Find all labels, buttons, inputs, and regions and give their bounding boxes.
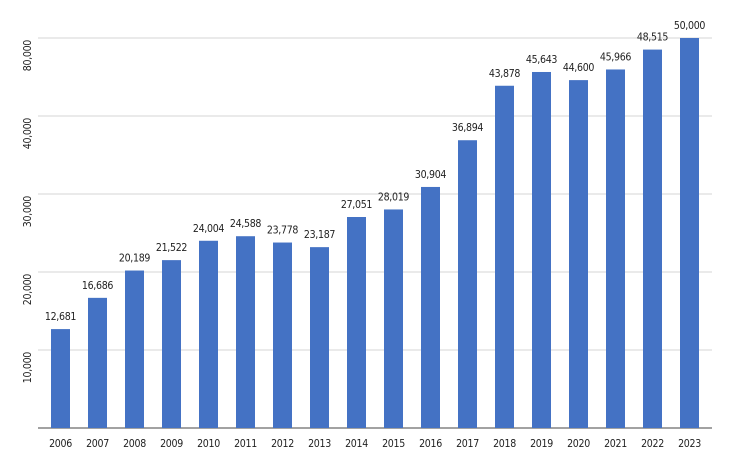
bar	[643, 49, 662, 428]
data-label: 23,187	[304, 229, 336, 241]
bar	[125, 270, 144, 428]
data-label: 16,686	[82, 280, 114, 292]
x-tick-label: 2018	[493, 438, 516, 450]
x-tick-label: 2013	[308, 438, 331, 450]
x-tick-label: 2008	[123, 438, 146, 450]
bar	[606, 69, 625, 428]
bar	[569, 80, 588, 429]
x-tick-label: 2022	[641, 438, 664, 450]
x-tick-label: 2011	[234, 438, 257, 450]
data-label: 21,522	[156, 242, 188, 254]
bar	[51, 329, 70, 428]
x-tick-label: 2006	[49, 438, 72, 450]
y-tick-label: 80,000	[22, 40, 34, 72]
bar	[236, 236, 255, 428]
x-tick-label: 2016	[419, 438, 442, 450]
bar	[310, 247, 329, 428]
bar	[199, 240, 218, 428]
data-label: 27,051	[341, 199, 373, 211]
data-label: 45,966	[600, 51, 632, 63]
bar	[347, 217, 366, 428]
data-label: 50,000	[674, 20, 706, 32]
y-tick-label: 40,000	[22, 118, 34, 150]
bar	[458, 140, 477, 428]
x-tick-label: 2017	[456, 438, 479, 450]
y-tick-label: 30,000	[22, 196, 34, 228]
y-tick-label: 10,000	[22, 352, 34, 384]
x-tick-label: 2020	[567, 438, 590, 450]
bar	[421, 186, 440, 428]
x-tick-label: 2023	[678, 438, 701, 450]
data-label: 24,004	[193, 223, 225, 235]
bar	[162, 260, 181, 428]
x-tick-label: 2009	[160, 438, 183, 450]
data-label: 23,778	[267, 225, 299, 237]
bar	[532, 71, 551, 429]
x-tick-label: 2010	[197, 438, 220, 450]
data-label: 12,681	[45, 311, 77, 323]
x-tick-label: 2019	[530, 438, 553, 450]
data-label: 43,878	[489, 68, 521, 80]
y-tick-label: 20,000	[22, 274, 34, 306]
data-label: 24,588	[230, 218, 262, 230]
data-label: 28,019	[378, 191, 410, 203]
x-tick-label: 2007	[86, 438, 109, 450]
x-tick-label: 2012	[271, 438, 294, 450]
data-label: 20,189	[119, 253, 151, 265]
bar	[273, 242, 292, 428]
data-label: 36,894	[452, 122, 484, 134]
x-tick-label: 2021	[604, 438, 627, 450]
bar	[495, 85, 514, 429]
data-label: 48,515	[637, 32, 669, 44]
x-tick-label: 2015	[382, 438, 405, 450]
bar	[384, 209, 403, 428]
data-label: 30,904	[415, 169, 447, 181]
x-tick-label: 2014	[345, 438, 368, 450]
data-label: 45,643	[526, 54, 558, 66]
bar	[88, 297, 107, 428]
bar	[680, 38, 699, 428]
data-label: 44,600	[563, 62, 595, 74]
